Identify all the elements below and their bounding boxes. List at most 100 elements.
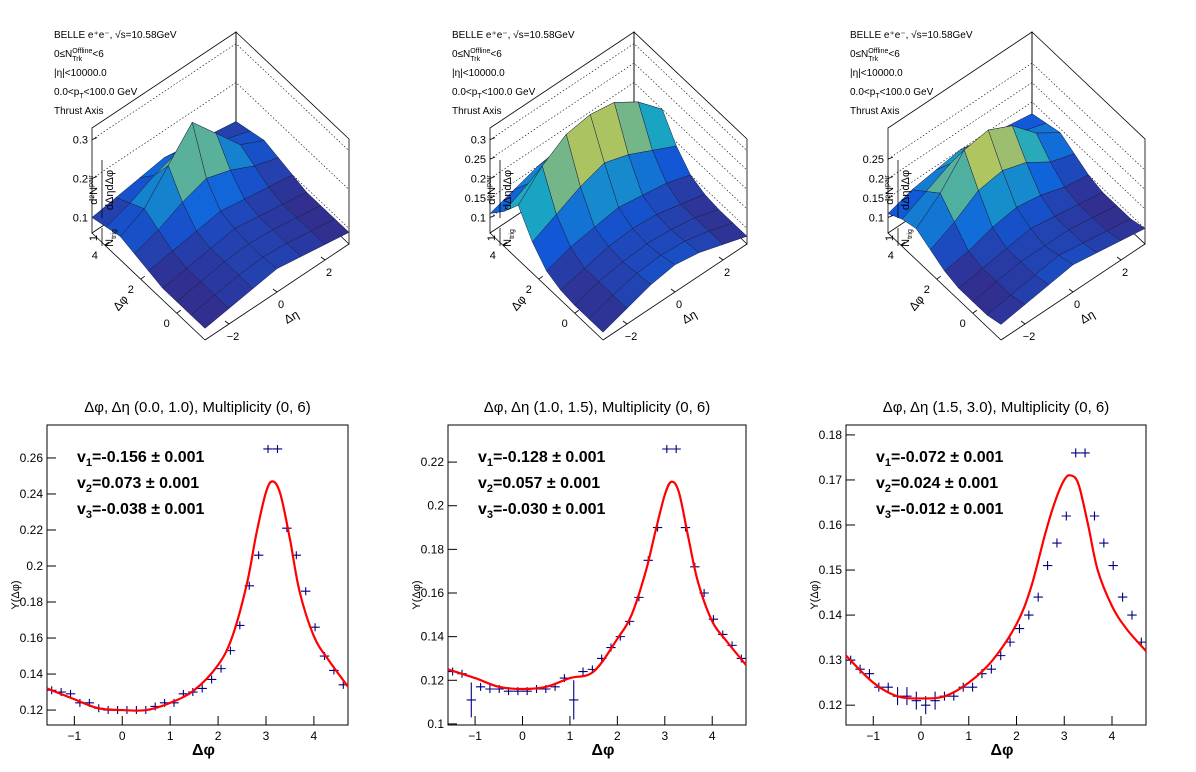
x-tick-label: 0 [562,318,568,330]
annotation-subscript: 1 [885,457,891,469]
surface-cell [986,294,1026,325]
z-label-part: N [502,239,514,247]
z-tick [489,195,496,199]
y-tick-label: 0.2 [26,559,43,573]
x-tick-label: 0 [918,729,925,743]
data-point [967,682,978,692]
grid-line [91,121,350,229]
y-tick [622,320,628,325]
x-tick-label: 2 [526,284,532,296]
info-subscript: T [477,93,482,100]
x-tick-label: −1 [68,729,82,743]
data-point [485,685,495,693]
y-tick-label: 0.16 [20,631,44,645]
annotation-part: =-0.030 ± 0.001 [493,501,606,518]
data-point [310,623,320,632]
fit-annotation: v1=-0.156 ± 0.001 [77,449,205,469]
y-tick-label: 0.14 [421,630,445,644]
data-point [263,444,273,453]
data-point [1014,624,1025,634]
z-label-part: dΔηdΔφ [502,170,514,210]
y-axis-label: Y(Δφ) [809,580,821,609]
annotation-subscript: 2 [86,483,92,495]
info-subscript: Trk [470,56,480,63]
x-tick [140,275,146,280]
grid-line [489,43,748,151]
z-label-part: Ntrig [502,229,516,247]
z-tick-label: 0.3 [73,135,88,147]
z-label-part: d²N [88,187,100,205]
plot-frame [845,424,1147,726]
data-point [1071,448,1081,458]
y-tick-label: 0.12 [421,673,445,687]
y-tick-label: 0.18 [421,542,445,556]
x-tick-label: 2 [128,284,134,296]
grid-line [489,121,748,229]
x-tick-label: 1 [167,729,174,743]
annotation-part: =-0.128 ± 0.001 [493,449,606,466]
info-superscript: Offline [470,48,490,55]
z-label-part: d²N [486,187,498,205]
y-tick-label: 0.2 [427,499,444,513]
data-point [466,682,476,718]
z-label-part: Ntrig [900,229,914,247]
y-tick-label: 0 [278,299,284,311]
fit-annotation: v1=-0.128 ± 0.001 [478,449,606,469]
data-point [272,444,283,453]
x-tick-label: 2 [924,284,930,296]
data-point [1089,511,1100,521]
info-text-part: 0≤N [54,49,72,60]
info-text: 0≤NOffline Trk <6 [850,48,900,63]
y-tick-label: 0.12 [819,698,843,712]
annotation-part: =0.057 ± 0.001 [493,475,600,492]
data-point [864,669,875,679]
plot-frame [447,424,747,726]
z-tick [887,156,894,160]
info-text: |η|<10000.0 [452,68,505,79]
y-tick-label: 0.22 [20,523,44,537]
x-tick-label: 0 [519,729,526,743]
y-axis-label: Y(Δφ) [411,580,423,609]
x-tick [176,309,181,314]
y-tick-label: 0 [1074,299,1080,311]
plot-frame [46,424,349,726]
annotation-part: =-0.012 ± 0.001 [891,501,1004,518]
info-text: |η|<10000.0 [850,68,903,79]
annotation-part: v [478,475,487,492]
info-text-part: <100.0 GeV [880,87,934,98]
z-label-part: 1 [88,235,100,241]
info-text-part: <100.0 GeV [482,87,536,98]
info-subscript: Trk [868,56,878,63]
z-label-part: d²N [884,187,896,205]
fit-curve [845,474,1147,700]
surface-cell [588,294,628,333]
y-tick [1116,256,1122,261]
plot-title: Δφ, Δη (1.5, 3.0), Multiplicity (0, 6) [883,399,1110,416]
z-tick-label: 0.2 [73,174,88,186]
y-axis-label: Δη [282,307,302,326]
fit-curve [447,480,747,691]
annotation-subscript: 2 [487,483,493,495]
z-tick-label: 0.25 [863,154,884,166]
x-tick-label: 4 [888,250,894,262]
z-tick-label: 0.15 [465,193,486,205]
z-tick-label: 0.2 [869,174,884,186]
data-point [1127,610,1137,620]
y-tick-label: 0.1 [427,717,444,731]
y-axis-label: Δη [680,307,700,326]
z-label-part: trig [111,229,118,239]
info-text: 0≤NOffline Trk <6 [452,48,502,63]
x-tick-label: 1 [965,729,972,743]
info-subscript: T [875,93,880,100]
grid-line [489,82,748,190]
y-tick-label: 0.15 [819,563,843,577]
y-tick-label: 0.13 [819,653,843,667]
z-label-part: d²Npair [884,175,896,205]
data-point [1052,538,1062,548]
data-point [671,445,681,453]
info-text-part: <6 [888,49,900,60]
info-text: Thrust Axis [54,106,103,117]
